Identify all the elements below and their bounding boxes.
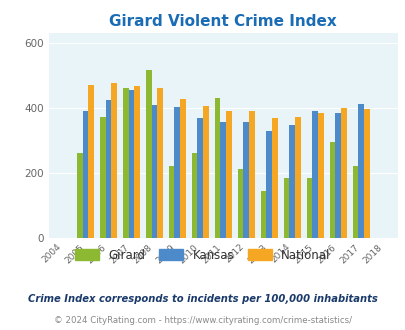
Bar — [111, 83, 117, 238]
Bar — [202, 106, 209, 238]
Bar — [157, 88, 162, 238]
Bar — [100, 117, 105, 238]
Bar — [214, 98, 220, 238]
Bar — [363, 109, 369, 238]
Bar — [283, 178, 289, 238]
Bar — [191, 153, 197, 238]
Bar — [88, 85, 94, 238]
Bar — [249, 111, 254, 238]
Legend: Girard, Kansas, National: Girard, Kansas, National — [70, 244, 335, 266]
Text: Crime Index corresponds to incidents per 100,000 inhabitants: Crime Index corresponds to incidents per… — [28, 294, 377, 304]
Bar — [340, 108, 346, 238]
Bar — [294, 117, 300, 238]
Bar — [122, 88, 128, 238]
Bar — [226, 111, 231, 238]
Bar — [289, 125, 294, 238]
Bar — [329, 142, 335, 238]
Bar — [352, 166, 357, 238]
Bar — [243, 122, 249, 238]
Bar — [145, 70, 151, 238]
Bar — [128, 90, 134, 238]
Bar — [357, 105, 363, 238]
Bar — [306, 178, 311, 238]
Text: © 2024 CityRating.com - https://www.cityrating.com/crime-statistics/: © 2024 CityRating.com - https://www.city… — [54, 316, 351, 325]
Bar — [105, 100, 111, 238]
Bar — [151, 105, 157, 238]
Bar — [237, 169, 243, 238]
Title: Girard Violent Crime Index: Girard Violent Crime Index — [109, 14, 336, 29]
Bar — [266, 131, 271, 238]
Bar — [174, 107, 180, 238]
Bar — [317, 113, 323, 238]
Bar — [335, 113, 340, 238]
Bar — [271, 118, 277, 238]
Bar — [260, 190, 266, 238]
Bar — [134, 85, 140, 238]
Bar — [311, 111, 317, 238]
Bar — [168, 166, 174, 238]
Bar — [82, 111, 88, 238]
Bar — [220, 122, 226, 238]
Bar — [77, 153, 82, 238]
Bar — [197, 118, 202, 238]
Bar — [180, 99, 185, 238]
